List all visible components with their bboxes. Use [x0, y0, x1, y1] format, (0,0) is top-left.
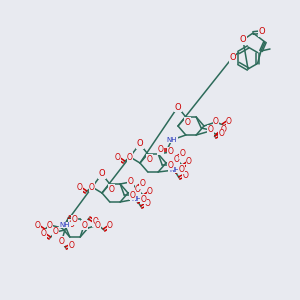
Text: O: O: [158, 146, 164, 154]
Text: NH: NH: [131, 196, 142, 202]
Text: O: O: [144, 200, 150, 208]
Text: O: O: [108, 185, 114, 194]
Text: O: O: [81, 220, 87, 230]
Text: O: O: [53, 227, 59, 236]
Text: O: O: [167, 148, 173, 157]
Text: O: O: [136, 140, 143, 148]
Text: O: O: [174, 155, 180, 164]
Text: O: O: [47, 220, 53, 230]
Text: NH: NH: [167, 137, 177, 143]
Text: O: O: [259, 28, 265, 37]
Text: O: O: [129, 190, 135, 200]
Text: O: O: [77, 184, 83, 193]
Text: O: O: [229, 53, 236, 62]
Text: O: O: [115, 154, 121, 163]
Text: O: O: [68, 220, 74, 229]
Text: O: O: [207, 125, 213, 134]
Text: O: O: [107, 221, 113, 230]
Text: O: O: [218, 130, 224, 139]
Text: O: O: [220, 125, 226, 134]
Text: O: O: [146, 155, 152, 164]
Text: O: O: [213, 118, 219, 127]
Text: O: O: [175, 103, 181, 112]
Text: O: O: [89, 182, 95, 191]
Text: O: O: [182, 170, 188, 179]
Text: O: O: [59, 236, 65, 245]
Text: O: O: [179, 149, 185, 158]
Text: O: O: [207, 127, 213, 136]
Text: O: O: [41, 230, 47, 238]
Text: NH: NH: [169, 167, 179, 173]
Text: O: O: [72, 215, 78, 224]
Text: O: O: [69, 241, 75, 250]
Text: O: O: [167, 160, 173, 169]
Text: O: O: [135, 185, 141, 194]
Text: O: O: [139, 179, 145, 188]
Text: O: O: [127, 152, 133, 161]
Text: O: O: [92, 218, 98, 226]
Text: O: O: [226, 116, 232, 125]
Text: O: O: [140, 194, 146, 203]
Text: O: O: [178, 164, 184, 173]
Text: O: O: [186, 158, 192, 166]
Text: O: O: [95, 220, 101, 230]
Text: O: O: [127, 178, 133, 187]
Text: O: O: [147, 188, 153, 196]
Text: O: O: [184, 118, 190, 127]
Text: O: O: [98, 169, 105, 178]
Text: NH: NH: [59, 222, 70, 228]
Text: O: O: [240, 35, 246, 44]
Text: O: O: [35, 221, 41, 230]
